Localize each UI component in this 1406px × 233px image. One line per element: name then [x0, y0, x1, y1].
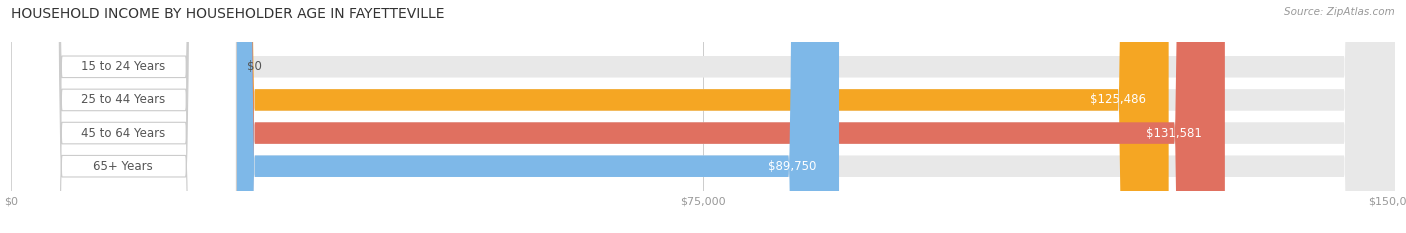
- Text: $125,486: $125,486: [1090, 93, 1146, 106]
- FancyBboxPatch shape: [11, 0, 236, 233]
- Text: 45 to 64 Years: 45 to 64 Years: [80, 127, 165, 140]
- FancyBboxPatch shape: [204, 0, 1168, 233]
- FancyBboxPatch shape: [11, 0, 236, 233]
- Text: $131,581: $131,581: [1146, 127, 1202, 140]
- FancyBboxPatch shape: [204, 0, 1225, 233]
- FancyBboxPatch shape: [11, 0, 1395, 233]
- FancyBboxPatch shape: [11, 0, 236, 233]
- FancyBboxPatch shape: [11, 0, 236, 233]
- FancyBboxPatch shape: [11, 0, 1395, 233]
- Text: 25 to 44 Years: 25 to 44 Years: [80, 93, 165, 106]
- Text: 65+ Years: 65+ Years: [93, 160, 153, 173]
- Text: HOUSEHOLD INCOME BY HOUSEHOLDER AGE IN FAYETTEVILLE: HOUSEHOLD INCOME BY HOUSEHOLDER AGE IN F…: [11, 7, 444, 21]
- FancyBboxPatch shape: [11, 0, 1395, 233]
- FancyBboxPatch shape: [204, 0, 839, 233]
- Text: $89,750: $89,750: [768, 160, 815, 173]
- Text: Source: ZipAtlas.com: Source: ZipAtlas.com: [1284, 7, 1395, 17]
- Text: 15 to 24 Years: 15 to 24 Years: [80, 60, 165, 73]
- Text: $0: $0: [247, 60, 262, 73]
- FancyBboxPatch shape: [11, 0, 1395, 233]
